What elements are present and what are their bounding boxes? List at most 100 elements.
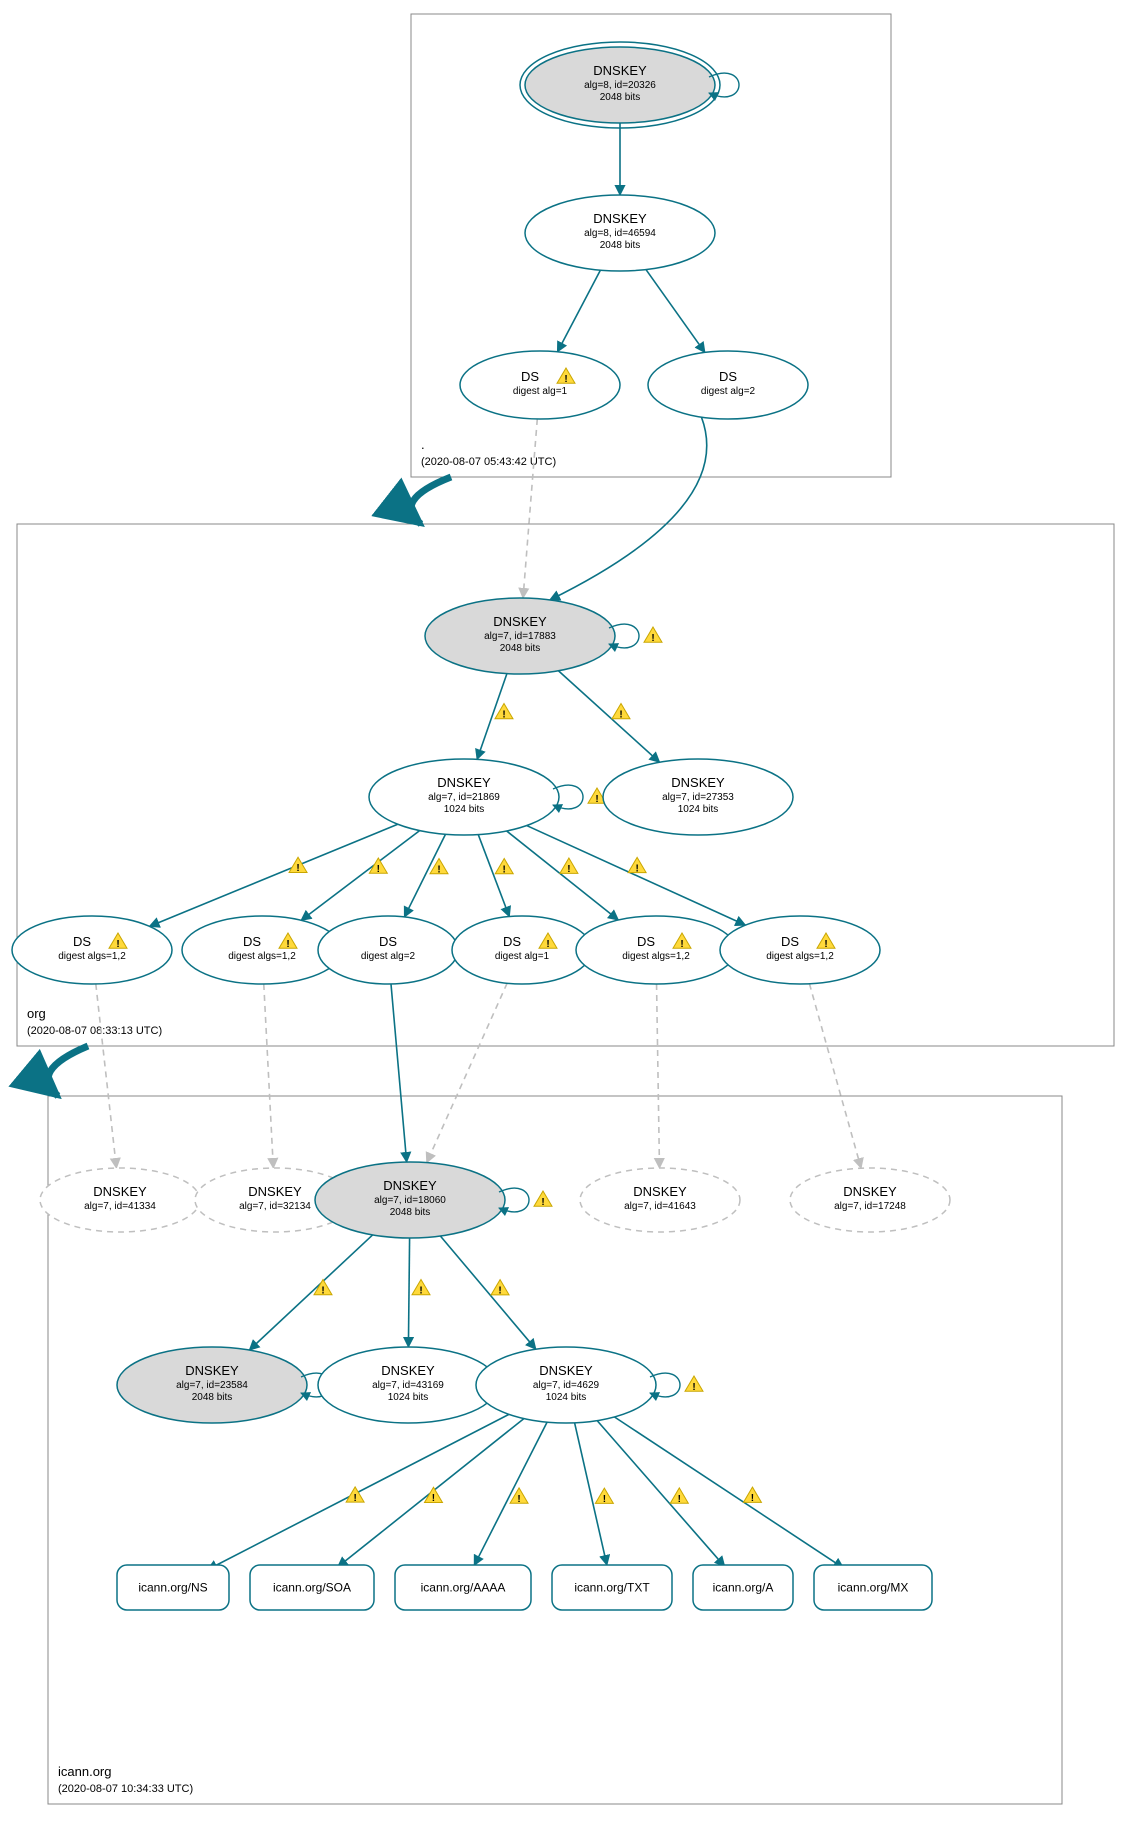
warning-icon-bang: ! [116,939,119,950]
zone-sublabel-org: (2020-08-07 08:33:13 UTC) [27,1025,162,1037]
nodes-layer: DNSKEYalg=8, id=203262048 bitsDNSKEYalg=… [12,42,950,1610]
node-ic-dk-d [790,1168,950,1232]
node-line-org-ds-a: digest algs=1,2 [58,951,126,962]
node-line-org-zsk: alg=7, id=21869 [428,792,500,803]
node-title-ic-dk-c: DNSKEY [633,1184,687,1199]
warning-icon-bang: ! [751,1493,754,1504]
node-title-org-ds-f: DS [781,934,799,949]
warning-icon-bang: ! [503,864,506,875]
node-title-org-ds-c: DS [379,934,397,949]
warning-icon-bang: ! [680,939,683,950]
node-title-root-ksk: DNSKEY [593,63,647,78]
node-title-ic-zsk-a: DNSKEY [185,1363,239,1378]
node-title-ic-zsk-c: DNSKEY [539,1363,593,1378]
node-line-root-ds2: digest alg=2 [701,386,756,397]
node-line-org-zsk: 1024 bits [444,804,485,815]
node-line-ic-dk-d: alg=7, id=17248 [834,1201,906,1212]
node-title-org-ds-b: DS [243,934,261,949]
edge-org-ds-f-ic-dk-d [809,984,861,1168]
node-line-root-zsk: alg=8, id=46594 [584,228,656,239]
node-line-ic-dk-c: alg=7, id=41643 [624,1201,696,1212]
node-org-ds-f [720,916,880,984]
rrbox-label-rr-ns: icann.org/NS [138,1581,207,1595]
node-line-ic-zsk-b: alg=7, id=43169 [372,1380,444,1391]
warning-icon-bang: ! [567,864,570,875]
edge-ic-ksk-ic-zsk-c [440,1236,535,1349]
edge-org-ksk-org-zsk2 [558,671,659,762]
edge-ic-zsk-c-rr-mx [615,1417,844,1568]
node-line-root-zsk: 2048 bits [600,240,641,251]
node-line-org-zsk2: 1024 bits [678,804,719,815]
warning-icon-bang: ! [502,710,505,721]
node-line-ic-dk-a: alg=7, id=41334 [84,1201,156,1212]
edge-org-zsk-org-ds-e [507,831,619,920]
node-title-root-zsk: DNSKEY [593,211,647,226]
node-line-org-ds-d: digest alg=1 [495,951,550,962]
node-title-root-ds2: DS [719,369,737,384]
node-line-ic-ksk: alg=7, id=18060 [374,1195,446,1206]
warning-icon-bang: ! [321,1286,324,1297]
node-title-org-zsk: DNSKEY [437,775,491,790]
node-line-root-ksk: alg=8, id=20326 [584,80,656,91]
warning-icon-bang: ! [619,710,622,721]
warning-icon-bang: ! [353,1493,356,1504]
node-line-org-ds-f: digest algs=1,2 [766,951,834,962]
node-title-ic-dk-a: DNSKEY [93,1184,147,1199]
node-line-root-ksk: 2048 bits [600,92,641,103]
node-line-org-ksk: alg=7, id=17883 [484,631,556,642]
warning-icon-bang: ! [595,794,598,805]
warning-icon-bang: ! [635,863,638,874]
zone-label-root: . [421,437,425,452]
warning-icon-bang: ! [678,1494,681,1505]
edge-ic-zsk-c-rr-a [597,1421,725,1567]
node-line-org-ds-c: digest alg=2 [361,951,416,962]
node-title-ic-ksk: DNSKEY [383,1178,437,1193]
warning-icon-bang: ! [546,939,549,950]
node-line-root-ds1: digest alg=1 [513,386,568,397]
node-line-ic-dk-b: alg=7, id=32134 [239,1201,311,1212]
warning-icon-bang: ! [437,864,440,875]
node-title-root-ds1: DS [521,369,539,384]
node-title-ic-dk-d: DNSKEY [843,1184,897,1199]
node-title-ic-zsk-b: DNSKEY [381,1363,435,1378]
edge-org-ds-a-ic-dk-a [96,984,117,1168]
node-title-org-ds-a: DS [73,934,91,949]
edge-root-zsk-root-ds1 [557,270,600,352]
node-line-ic-zsk-a: alg=7, id=23584 [176,1380,248,1391]
edge-org-ds-c-ic-ksk [391,984,407,1162]
zone-arrow-org-icann [48,1046,88,1096]
warning-icon-bang: ! [286,939,289,950]
edge-org-zsk-org-ds-d [478,835,509,917]
rrbox-label-rr-mx: icann.org/MX [838,1581,909,1595]
warning-icon-bang: ! [432,1493,435,1504]
node-ic-dk-c [580,1168,740,1232]
node-title-ic-dk-b: DNSKEY [248,1184,302,1199]
edge-ic-ksk-ic-zsk-b [408,1238,409,1347]
warning-icon-bang: ! [603,1494,606,1505]
warning-icon-bang: ! [564,374,567,385]
node-line-org-ksk: 2048 bits [500,643,541,654]
node-line-ic-zsk-b: 1024 bits [388,1392,429,1403]
rrbox-label-rr-aaaa: icann.org/AAAA [421,1581,506,1595]
warning-icon-bang: ! [692,1382,695,1393]
node-title-org-zsk2: DNSKEY [671,775,725,790]
warning-icon-bang: ! [296,863,299,874]
node-root-ds1 [460,351,620,419]
dnssec-graph: .(2020-08-07 05:43:42 UTC)org(2020-08-07… [0,0,1131,1824]
node-org-ds-d [452,916,592,984]
warning-icon-bang: ! [541,1197,544,1208]
node-line-ic-zsk-c: 1024 bits [546,1392,587,1403]
edge-ic-zsk-c-rr-aaaa [474,1422,547,1565]
warning-icon-bang: ! [377,864,380,875]
node-title-org-ksk: DNSKEY [493,614,547,629]
zone-sublabel-root: (2020-08-07 05:43:42 UTC) [421,456,556,468]
node-line-ic-zsk-a: 2048 bits [192,1392,233,1403]
node-line-ic-zsk-c: alg=7, id=4629 [533,1380,600,1391]
edge-org-zsk-org-ds-b [301,831,419,921]
edge-org-zsk-org-ds-c [404,834,445,917]
node-org-ds-a [12,916,172,984]
node-title-org-ds-e: DS [637,934,655,949]
edge-ic-ksk-ic-zsk-a [249,1235,372,1350]
edge-org-ds-b-ic-dk-b [264,984,274,1168]
warning-icon-bang: ! [517,1494,520,1505]
